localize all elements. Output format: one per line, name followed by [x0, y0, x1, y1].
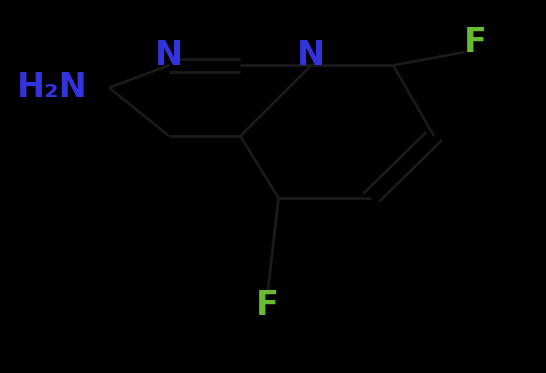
Text: F: F	[464, 26, 486, 59]
Text: N: N	[297, 39, 325, 72]
Text: N: N	[155, 39, 183, 72]
Text: H₂N: H₂N	[16, 71, 87, 104]
Text: F: F	[256, 289, 279, 322]
